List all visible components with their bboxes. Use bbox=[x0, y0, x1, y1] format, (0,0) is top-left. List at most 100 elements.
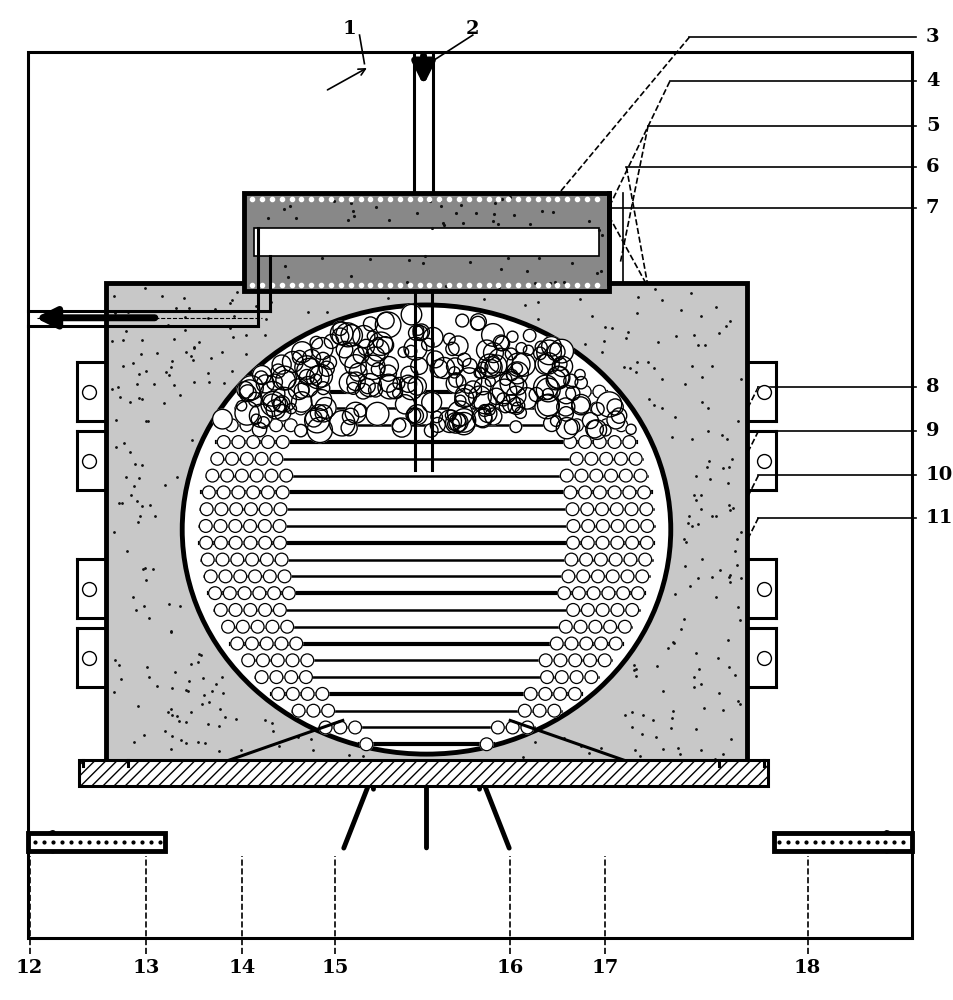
Circle shape bbox=[274, 536, 286, 549]
Circle shape bbox=[448, 367, 459, 378]
Circle shape bbox=[413, 325, 423, 335]
Circle shape bbox=[319, 361, 334, 376]
Circle shape bbox=[596, 536, 608, 549]
Circle shape bbox=[506, 369, 517, 381]
Circle shape bbox=[565, 386, 579, 400]
Circle shape bbox=[445, 410, 456, 421]
Circle shape bbox=[246, 553, 258, 566]
Circle shape bbox=[239, 376, 263, 400]
Circle shape bbox=[392, 418, 411, 437]
Circle shape bbox=[314, 405, 332, 422]
Circle shape bbox=[310, 374, 321, 385]
Circle shape bbox=[484, 360, 498, 373]
Circle shape bbox=[478, 354, 500, 376]
Circle shape bbox=[622, 486, 635, 499]
Text: 15: 15 bbox=[321, 959, 348, 977]
Circle shape bbox=[375, 312, 400, 338]
Circle shape bbox=[446, 374, 465, 393]
Circle shape bbox=[272, 387, 296, 412]
Circle shape bbox=[373, 337, 383, 347]
Circle shape bbox=[201, 553, 213, 566]
Circle shape bbox=[488, 388, 504, 404]
Circle shape bbox=[413, 326, 428, 341]
Circle shape bbox=[292, 342, 313, 362]
Circle shape bbox=[272, 355, 291, 374]
Bar bbox=[774, 833, 911, 851]
Circle shape bbox=[407, 405, 427, 425]
Circle shape bbox=[315, 352, 330, 367]
Circle shape bbox=[538, 654, 552, 667]
Circle shape bbox=[217, 436, 230, 448]
Circle shape bbox=[443, 333, 455, 345]
Circle shape bbox=[329, 411, 355, 436]
Circle shape bbox=[268, 587, 280, 600]
Circle shape bbox=[586, 420, 606, 439]
Circle shape bbox=[245, 637, 258, 650]
Circle shape bbox=[301, 687, 314, 700]
Circle shape bbox=[554, 654, 566, 667]
Circle shape bbox=[606, 399, 622, 415]
Circle shape bbox=[413, 324, 429, 340]
Circle shape bbox=[445, 413, 466, 433]
Circle shape bbox=[447, 418, 458, 430]
Circle shape bbox=[229, 536, 242, 549]
Circle shape bbox=[217, 486, 230, 499]
Circle shape bbox=[594, 553, 607, 566]
Circle shape bbox=[464, 381, 481, 398]
Circle shape bbox=[599, 419, 612, 432]
Circle shape bbox=[250, 469, 263, 482]
Circle shape bbox=[533, 347, 546, 360]
Circle shape bbox=[476, 340, 497, 360]
Text: 2: 2 bbox=[466, 20, 479, 38]
Circle shape bbox=[537, 353, 558, 374]
Circle shape bbox=[371, 363, 384, 376]
Circle shape bbox=[274, 637, 288, 650]
Circle shape bbox=[293, 351, 306, 365]
Circle shape bbox=[256, 375, 274, 393]
Circle shape bbox=[568, 654, 581, 667]
Circle shape bbox=[342, 408, 358, 425]
Circle shape bbox=[292, 385, 304, 398]
Circle shape bbox=[339, 372, 360, 393]
Circle shape bbox=[593, 486, 605, 499]
Circle shape bbox=[251, 414, 261, 424]
Circle shape bbox=[247, 436, 259, 448]
Circle shape bbox=[238, 587, 251, 600]
Circle shape bbox=[498, 400, 511, 413]
Circle shape bbox=[590, 402, 602, 415]
Text: 18: 18 bbox=[793, 959, 821, 977]
Bar bbox=[28, 833, 165, 851]
Circle shape bbox=[499, 372, 523, 395]
Text: 13: 13 bbox=[132, 959, 159, 977]
Circle shape bbox=[430, 360, 448, 378]
Circle shape bbox=[393, 377, 404, 389]
Circle shape bbox=[357, 339, 374, 356]
Circle shape bbox=[607, 436, 620, 448]
Circle shape bbox=[423, 327, 442, 347]
Circle shape bbox=[307, 704, 319, 717]
Circle shape bbox=[367, 339, 389, 361]
Circle shape bbox=[258, 520, 271, 532]
Circle shape bbox=[202, 486, 215, 499]
Circle shape bbox=[623, 553, 637, 566]
Circle shape bbox=[578, 436, 591, 448]
Circle shape bbox=[540, 671, 553, 684]
Circle shape bbox=[574, 369, 584, 380]
Circle shape bbox=[610, 536, 623, 549]
Circle shape bbox=[241, 654, 254, 667]
Circle shape bbox=[455, 395, 465, 406]
Circle shape bbox=[270, 452, 282, 465]
Circle shape bbox=[570, 671, 582, 684]
Circle shape bbox=[400, 366, 417, 383]
Circle shape bbox=[512, 353, 535, 376]
Circle shape bbox=[547, 367, 568, 388]
Circle shape bbox=[229, 604, 242, 616]
Circle shape bbox=[579, 637, 592, 650]
Circle shape bbox=[365, 347, 384, 366]
Circle shape bbox=[304, 408, 329, 433]
Circle shape bbox=[473, 409, 492, 428]
Circle shape bbox=[346, 372, 365, 391]
Circle shape bbox=[639, 503, 652, 516]
Circle shape bbox=[424, 424, 437, 437]
Circle shape bbox=[226, 452, 238, 465]
